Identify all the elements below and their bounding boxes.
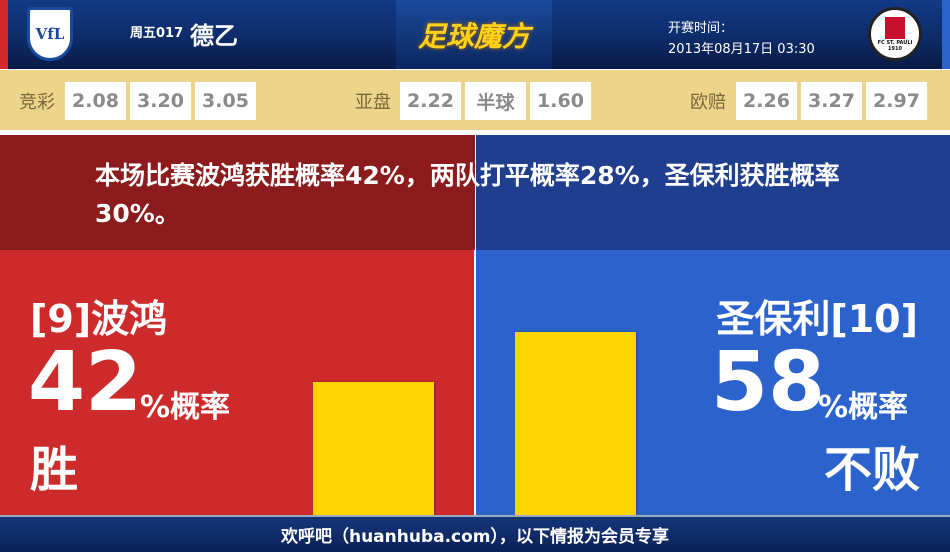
- home-panel: [9]波鸿 42 %概率 胜: [0, 250, 474, 515]
- header-left-strip: [0, 0, 8, 69]
- message-bg-left: [0, 135, 475, 250]
- away-panel: 圣保利[10] 58 %概率 不败: [476, 250, 950, 515]
- away-logo-text: FC ST. PAULI 1910: [877, 39, 913, 52]
- home-team-name: [9]波鸿: [30, 297, 168, 341]
- odds-box: 3.27: [801, 82, 862, 120]
- asian-label: 亚盘: [355, 92, 391, 113]
- home-percent-suffix: %概率: [140, 390, 231, 425]
- odds-box: 3.20: [130, 82, 191, 120]
- away-team-name: 圣保利[10]: [716, 297, 918, 341]
- divider: [0, 130, 950, 135]
- odds-box: 1.60: [530, 82, 591, 120]
- away-percent-suffix: %概率: [818, 390, 909, 425]
- home-percent: 42: [28, 335, 143, 430]
- brand-logo: 足球魔方: [396, 0, 552, 69]
- home-result: 胜: [30, 442, 79, 498]
- away-result: 不败: [823, 442, 920, 498]
- kickoff-time: 2013年08月17日 03:30: [668, 42, 815, 57]
- jingcai-label: 竞彩: [19, 92, 55, 113]
- kickoff-label: 开赛时间：: [668, 21, 734, 36]
- message-bg-right: [476, 135, 950, 250]
- home-team-logo: VfL: [27, 7, 73, 61]
- castle-icon: [885, 16, 905, 39]
- odds-box: 2.08: [65, 82, 126, 120]
- odds-box: 2.97: [866, 82, 927, 120]
- home-bar: [313, 382, 434, 515]
- header-right-strip: [942, 0, 950, 69]
- away-bar: [515, 332, 636, 515]
- odds-box: 3.05: [195, 82, 256, 120]
- away-team-logo: FC ST. PAULI 1910: [868, 7, 922, 61]
- odds-box: 2.22: [400, 82, 461, 120]
- away-percent: 58: [711, 335, 826, 430]
- odds-bar: 竞彩 2.08 3.20 3.05 亚盘 2.22 半球 1.60 欧赔 2.2…: [0, 69, 950, 130]
- footer-banner: 欢呼吧（huanhuba.com），以下情报为会员专享: [0, 515, 950, 552]
- euro-label: 欧赔: [690, 92, 726, 113]
- odds-box: 2.26: [736, 82, 797, 120]
- league-name: 德乙: [190, 22, 238, 50]
- prediction-message: 本场比赛波鸿获胜概率42%，两队打平概率28%，圣保利获胜概率30%。: [95, 161, 840, 228]
- match-number: 周五017: [130, 26, 184, 41]
- odds-box: 半球: [465, 82, 526, 120]
